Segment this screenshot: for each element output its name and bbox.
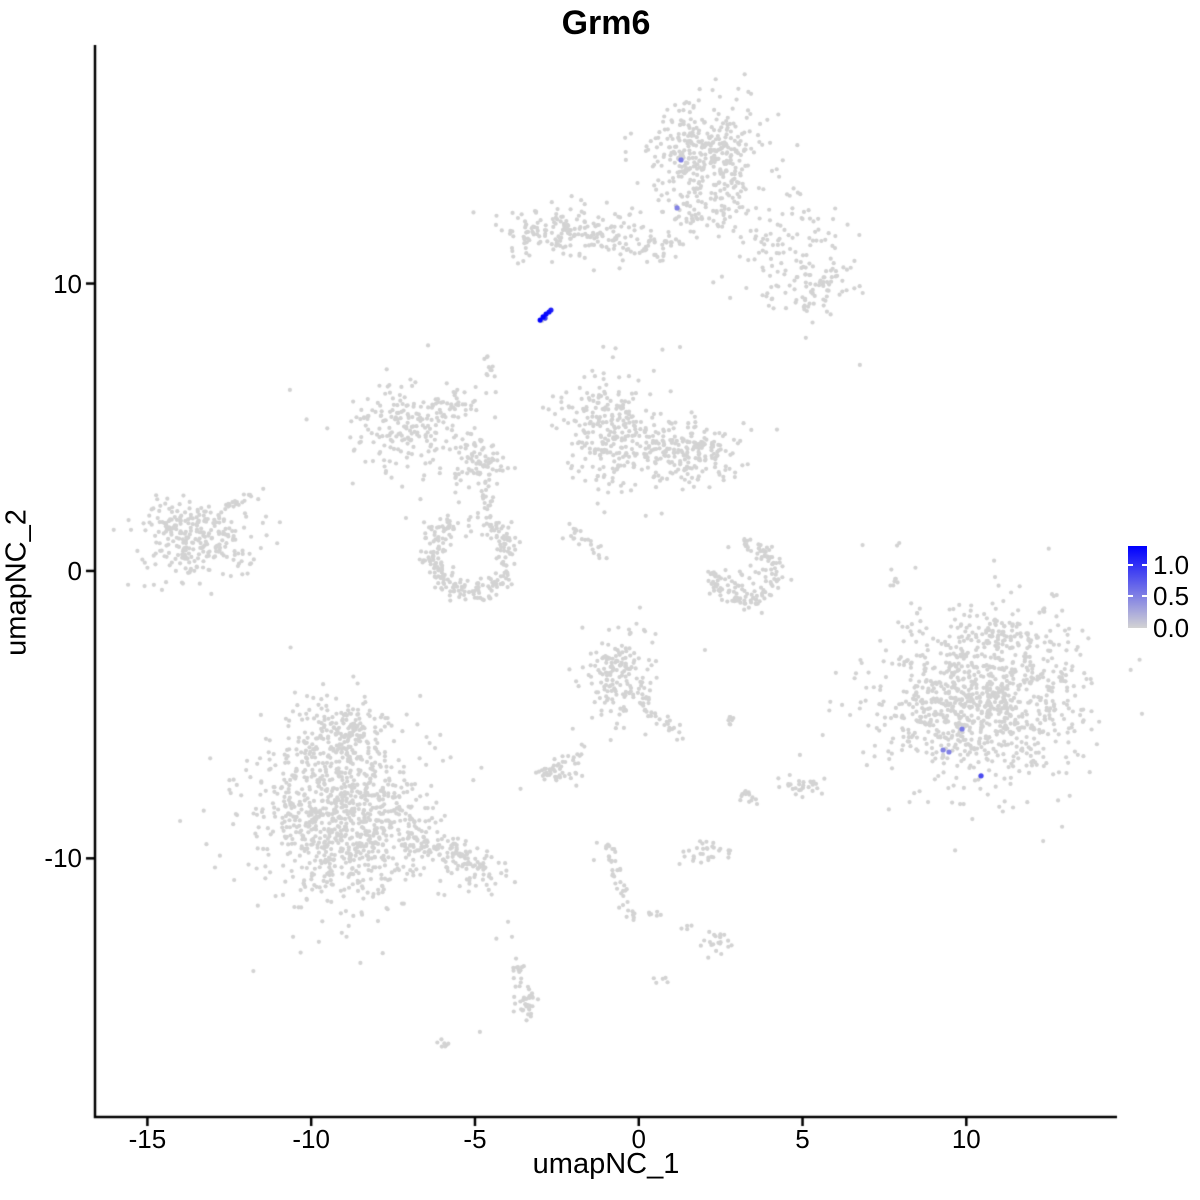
x-tick-label: -5 <box>463 1124 487 1154</box>
legend-tick-label: 1.0 <box>1153 549 1190 580</box>
x-tick-label: -15 <box>128 1124 167 1154</box>
y-tick-label: 10 <box>53 268 82 299</box>
legend-tick-mark <box>1142 595 1147 598</box>
x-tick-label: -10 <box>292 1124 330 1154</box>
plot-title: Grm6 <box>561 4 651 42</box>
x-tick-label: 5 <box>795 1124 810 1154</box>
y-tick-label: 0 <box>67 555 82 586</box>
y-tick-label: -10 <box>44 843 82 874</box>
legend-tick-mark <box>1142 563 1147 566</box>
legend-gradient-bar <box>1128 546 1147 628</box>
legend-tick-label: 0.0 <box>1153 613 1190 643</box>
legend-tick-label: 0.5 <box>1153 581 1190 612</box>
x-axis-label: umapNC_1 <box>532 1148 680 1180</box>
legend-tick-mark <box>1128 595 1133 598</box>
x-tick-label: 0 <box>631 1124 646 1154</box>
legend-tick-mark <box>1128 563 1133 566</box>
x-tick-label: 10 <box>951 1124 981 1154</box>
